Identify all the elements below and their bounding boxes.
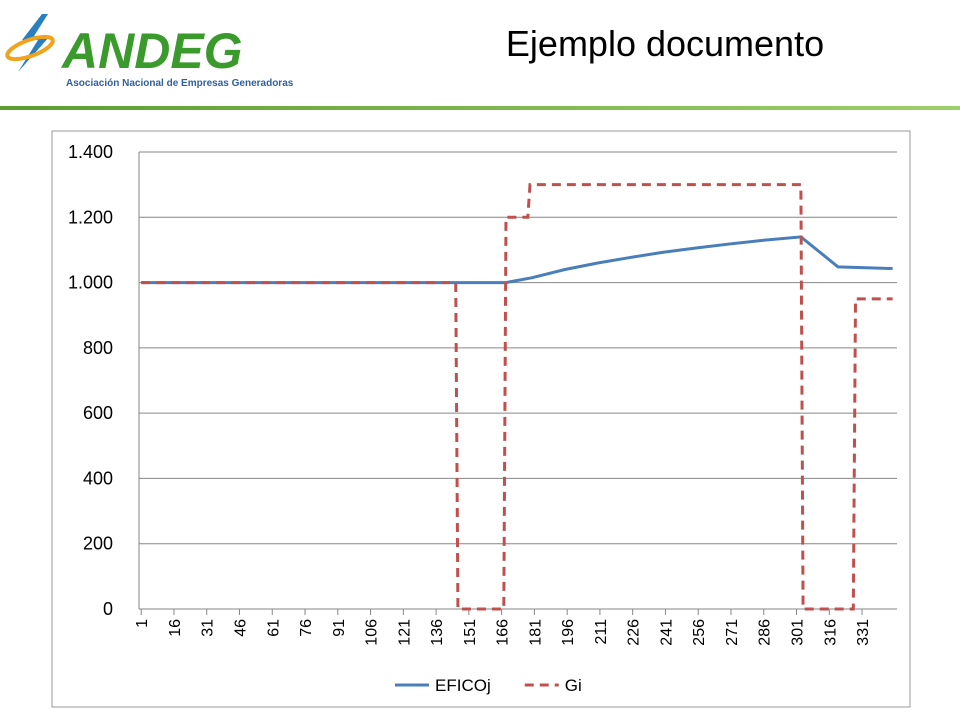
logo-ring bbox=[5, 34, 55, 62]
series-line bbox=[141, 183, 893, 611]
logo-text: ANDEG bbox=[60, 23, 243, 79]
legend-label: EFICOj bbox=[435, 676, 491, 695]
legend-label: Gi bbox=[565, 676, 582, 695]
x-tick-label: 211 bbox=[593, 619, 610, 645]
x-tick-label: 121 bbox=[396, 619, 413, 646]
x-tick-label: 196 bbox=[560, 619, 577, 646]
y-tick-label: 200 bbox=[83, 534, 113, 554]
x-tick-label: 136 bbox=[429, 619, 446, 646]
y-tick-label: 0 bbox=[103, 599, 113, 619]
x-tick-label: 151 bbox=[462, 619, 479, 646]
x-tick-label: 181 bbox=[527, 619, 544, 646]
x-tick-label: 166 bbox=[495, 619, 512, 646]
chart-frame bbox=[51, 130, 911, 708]
x-tick-label: 301 bbox=[790, 619, 807, 646]
logo-bolt bbox=[18, 14, 50, 72]
logo-subtitle: Asociación Nacional de Empresas Generado… bbox=[66, 78, 294, 89]
x-tick-label: 91 bbox=[331, 619, 348, 637]
y-tick-label: 1.000 bbox=[68, 273, 113, 293]
x-tick-label: 256 bbox=[691, 619, 708, 646]
x-tick-label: 106 bbox=[364, 619, 381, 646]
x-tick-label: 31 bbox=[200, 619, 217, 637]
x-tick-label: 61 bbox=[265, 619, 282, 637]
x-tick-label: 331 bbox=[855, 619, 872, 646]
y-tick-label: 1.200 bbox=[68, 207, 113, 227]
y-tick-label: 800 bbox=[83, 338, 113, 358]
x-tick-label: 286 bbox=[757, 619, 774, 646]
slide-title: Ejemplo documento bbox=[506, 23, 824, 64]
x-tick-label: 76 bbox=[298, 619, 315, 637]
x-tick-label: 271 bbox=[724, 619, 741, 646]
y-tick-label: 400 bbox=[83, 468, 113, 488]
x-tick-label: 16 bbox=[167, 619, 184, 637]
x-tick-label: 241 bbox=[658, 619, 675, 646]
y-tick-label: 1.400 bbox=[68, 142, 113, 162]
y-tick-label: 600 bbox=[83, 403, 113, 423]
header-rule bbox=[0, 106, 960, 110]
chart: 0 200 400 600 800 1.000 1.200 1.400 1 16 31 46 61 76 9… bbox=[68, 142, 897, 695]
x-tick-label: 1 bbox=[134, 619, 151, 628]
logo: ANDEG Asociación Nacional de Empresas Ge… bbox=[5, 14, 294, 89]
x-tick-label: 46 bbox=[232, 619, 249, 637]
x-tick-label: 226 bbox=[626, 619, 643, 646]
x-tick-label: 316 bbox=[822, 619, 839, 646]
